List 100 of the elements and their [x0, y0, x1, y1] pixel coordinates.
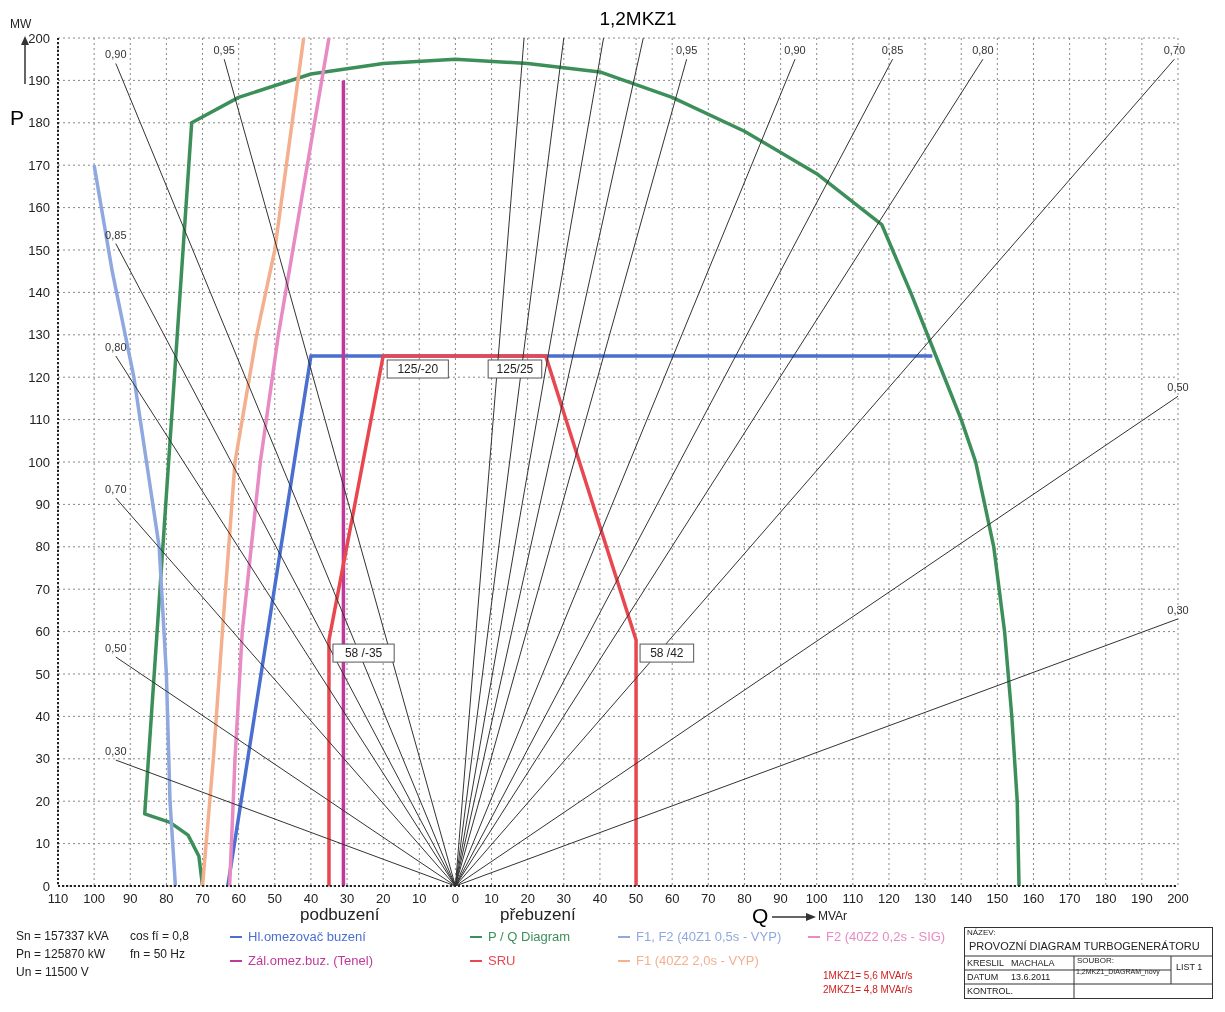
x-tick-label: 120 — [878, 891, 900, 907]
annotation: 0,95 — [213, 44, 235, 57]
legend-label: F1 (40Z2 2,0s - VYP) — [636, 953, 759, 968]
annotation: 0,80 — [972, 44, 994, 57]
text: fn = 50 Hz — [130, 947, 186, 962]
x-tick-label: 50 — [267, 891, 283, 907]
x-tick-label: 60 — [664, 891, 680, 907]
y-tick-label: 160 — [28, 200, 50, 216]
annotation: 0,90 — [105, 48, 127, 61]
text: Sn = 157337 kVA — [16, 929, 109, 944]
annotation: 0,70 — [105, 483, 127, 496]
x-tick-label: 30 — [339, 891, 355, 907]
annotation: 0,70 — [1163, 44, 1186, 57]
y-axis-title: P — [10, 106, 25, 130]
legend-label: SRU — [488, 953, 516, 968]
y-tick-label: 120 — [28, 369, 50, 385]
x-tick-label: 90 — [123, 891, 138, 907]
text: DATUM — [967, 972, 999, 983]
x-tick-label: 0 — [451, 891, 460, 907]
x-tick-label: 160 — [1022, 891, 1045, 907]
y-tick-label: 100 — [28, 454, 50, 470]
x-tick-label: 180 — [1094, 891, 1117, 907]
text: 13.6.2011 — [1011, 972, 1051, 983]
legend-label: Zál.omez.buz. (Tenel) — [248, 953, 373, 968]
chart-title: 1,2MKZ1 — [598, 8, 678, 30]
data-label: 125/-20 — [397, 362, 439, 376]
annotation: 0,90 — [784, 44, 806, 57]
y-tick-label: 40 — [35, 709, 50, 725]
text: MVAr — [818, 909, 848, 924]
y-tick-label: 70 — [35, 581, 50, 597]
text: KONTROL. — [967, 986, 1014, 997]
annotation: 0,85 — [105, 228, 127, 241]
legend-label: P / Q Diagram — [488, 929, 571, 944]
y-tick-label: 130 — [28, 327, 50, 343]
x-tick-label: 70 — [701, 891, 716, 907]
annotation: 0,95 — [675, 44, 698, 57]
data-label: 58 /-35 — [344, 646, 383, 661]
text: SOUBOR: — [1077, 956, 1114, 966]
x-tick-label: 70 — [195, 891, 210, 907]
x-tick-label: 100 — [805, 891, 828, 907]
text: Pn = 125870 kW — [16, 947, 106, 962]
y-tick-label: 190 — [28, 73, 50, 89]
x-tick-label: 190 — [1131, 891, 1153, 907]
legend-label: F1, F2 (40Z1 0,5s - VYP) — [636, 929, 782, 944]
text: 1MKZ1= 5,6 MVAr/s — [823, 970, 913, 981]
y-tick-label: 20 — [35, 793, 50, 809]
x-tick-label: 80 — [737, 891, 752, 907]
x-tick-label: 100 — [83, 891, 105, 907]
text: PROVOZNÍ DIAGRAM TURBOGENERÁTORU — [969, 940, 1200, 953]
x-tick-label: 20 — [520, 891, 535, 907]
text: MW — [10, 17, 32, 32]
y-tick-label: 50 — [35, 666, 50, 682]
text: MACHALA — [1011, 958, 1055, 969]
text: 2MKZ1= 4,8 MVAr/s — [823, 984, 913, 995]
annotation: 0,80 — [105, 341, 127, 353]
y-tick-label: 0 — [42, 878, 50, 894]
x-tick-label: 130 — [914, 891, 936, 907]
y-tick-label: 140 — [28, 285, 50, 301]
x-tick-label: 80 — [159, 891, 174, 907]
x-tick-label: 140 — [950, 891, 973, 907]
x-tick-label: 170 — [1058, 891, 1081, 907]
x-tick-label: 30 — [556, 891, 572, 907]
y-tick-label: 30 — [35, 751, 50, 767]
y-tick-label: 110 — [29, 412, 50, 428]
data-label: 125/25 — [496, 362, 534, 376]
x-tick-label: 110 — [842, 891, 864, 907]
y-tick-label: 60 — [35, 624, 50, 640]
x-axis-title: Q — [752, 904, 769, 928]
text: přebuzení — [500, 905, 576, 925]
annotation: 0,50 — [105, 642, 127, 655]
x-tick-label: 20 — [375, 891, 391, 907]
x-tick-label: 90 — [773, 891, 788, 907]
data-label: 58 /42 — [650, 646, 684, 661]
text: cos fí = 0,8 — [130, 929, 190, 944]
y-tick-label: 90 — [35, 497, 50, 513]
legend-label: F2 (40Z2 0,2s - SIG) — [826, 929, 946, 944]
x-tick-label: 40 — [592, 891, 608, 907]
x-tick-label: 10 — [484, 891, 499, 907]
x-tick-label: 40 — [303, 891, 319, 907]
text: podbuzení — [300, 905, 380, 925]
annotation: 0,30 — [1167, 603, 1189, 616]
y-tick-label: 170 — [28, 157, 50, 173]
x-tick-label: 50 — [628, 891, 644, 907]
text: LIST 1 — [1176, 962, 1203, 973]
text: KRESLIL — [967, 958, 1005, 969]
x-tick-label: 200 — [1167, 891, 1189, 907]
y-tick-label: 10 — [35, 836, 50, 852]
annotation: 0,85 — [881, 44, 904, 57]
y-tick-label: 150 — [28, 242, 50, 258]
y-tick-label: 200 — [28, 30, 50, 46]
x-tick-label: 10 — [412, 891, 427, 907]
x-tick-label: 60 — [231, 891, 246, 907]
annotation: 0,50 — [1167, 381, 1189, 394]
y-tick-label: 80 — [35, 539, 50, 555]
text: Un = 11500 V — [16, 965, 89, 980]
y-tick-label: 180 — [28, 115, 50, 131]
legend-label: Hl.omezovač buzení — [248, 929, 366, 944]
x-tick-label: 150 — [986, 891, 1009, 907]
x-tick-label: 110 — [47, 891, 69, 907]
text: NÁZEV: — [967, 928, 996, 938]
